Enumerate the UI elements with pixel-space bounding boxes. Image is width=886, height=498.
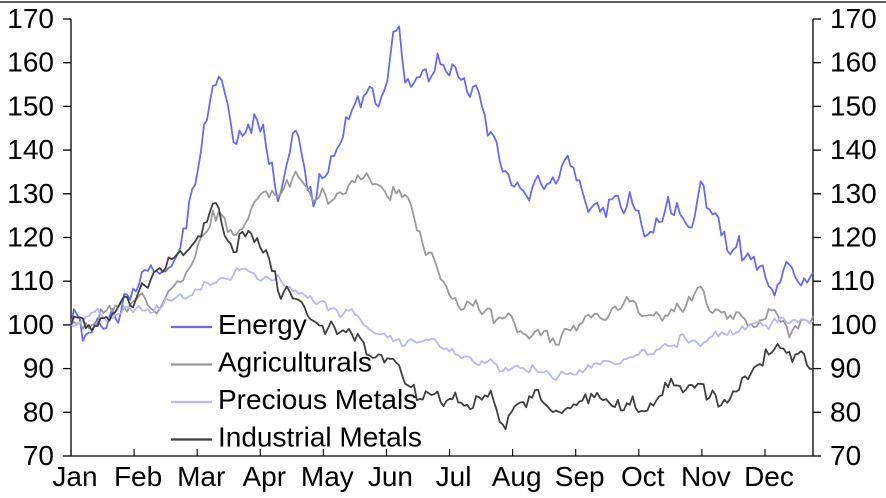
- svg-text:150: 150: [830, 90, 877, 121]
- svg-text:90: 90: [830, 353, 861, 384]
- svg-text:170: 170: [7, 3, 54, 34]
- svg-text:100: 100: [830, 309, 877, 340]
- svg-text:110: 110: [830, 265, 875, 296]
- svg-text:90: 90: [23, 353, 54, 384]
- svg-text:Nov: Nov: [681, 461, 731, 492]
- svg-text:Agriculturals: Agriculturals: [218, 347, 372, 378]
- svg-text:Mar: Mar: [177, 461, 225, 492]
- svg-text:120: 120: [830, 222, 877, 253]
- svg-text:70: 70: [23, 440, 54, 471]
- svg-text:Industrial Metals: Industrial Metals: [218, 422, 422, 453]
- svg-text:160: 160: [7, 47, 54, 78]
- svg-text:70: 70: [830, 440, 861, 471]
- svg-text:100: 100: [7, 309, 54, 340]
- svg-text:Apr: Apr: [242, 461, 286, 492]
- svg-text:Jul: Jul: [436, 461, 472, 492]
- svg-text:160: 160: [830, 47, 877, 78]
- svg-text:Jan: Jan: [52, 461, 97, 492]
- svg-text:May: May: [301, 461, 354, 492]
- svg-text:Energy: Energy: [218, 309, 307, 340]
- svg-text:Aug: Aug: [492, 461, 542, 492]
- svg-text:Precious Metals: Precious Metals: [218, 384, 417, 415]
- svg-text:120: 120: [7, 222, 54, 253]
- svg-text:Feb: Feb: [114, 461, 162, 492]
- svg-text:80: 80: [23, 396, 54, 427]
- svg-text:130: 130: [830, 178, 877, 209]
- svg-text:170: 170: [830, 3, 877, 34]
- svg-text:Sep: Sep: [555, 461, 605, 492]
- svg-text:80: 80: [830, 396, 861, 427]
- svg-text:Jun: Jun: [368, 461, 413, 492]
- svg-text:110: 110: [9, 265, 54, 296]
- svg-text:140: 140: [7, 134, 54, 165]
- svg-text:Dec: Dec: [744, 461, 794, 492]
- svg-text:130: 130: [7, 178, 54, 209]
- svg-text:150: 150: [7, 90, 54, 121]
- svg-text:Oct: Oct: [621, 461, 665, 492]
- svg-text:140: 140: [830, 134, 877, 165]
